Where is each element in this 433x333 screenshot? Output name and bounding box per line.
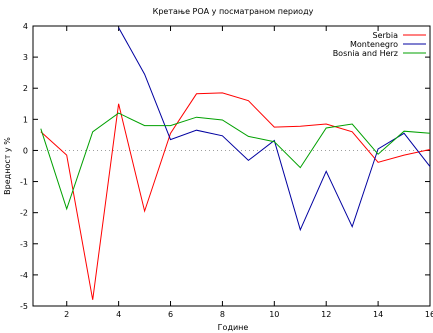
series-line-bosnia-and-herz bbox=[40, 112, 431, 211]
y-tick-label: -5 bbox=[20, 302, 28, 311]
x-tick-label: 8 bbox=[220, 310, 225, 319]
series-group bbox=[40, 27, 431, 300]
y-tick-label: 3 bbox=[23, 53, 28, 62]
legend-label-bosnia-and-herz: Bosnia and Herz bbox=[333, 49, 398, 58]
x-tick-label: 14 bbox=[373, 310, 383, 319]
y-tick-label: -4 bbox=[20, 271, 28, 280]
y-tick-label: 1 bbox=[23, 115, 28, 124]
chart-title: Кретање РОА у посматраном периоду bbox=[153, 7, 314, 16]
x-tick-label: 10 bbox=[269, 310, 279, 319]
y-axis-title: Вредност у % bbox=[3, 137, 12, 195]
y-tick-label: 4 bbox=[23, 22, 28, 31]
y-axis: -5 -4 -3 -2 -1 0 1 2 3 4 bbox=[20, 22, 430, 311]
y-tick-label: 0 bbox=[23, 146, 28, 155]
x-tick-label: 16 bbox=[425, 310, 433, 319]
series-line-montenegro bbox=[118, 27, 431, 232]
legend-label-montenegro: Montenegro bbox=[350, 40, 398, 49]
x-tick-label: 12 bbox=[321, 310, 331, 319]
plot-area bbox=[32, 25, 431, 307]
x-tick-label: 4 bbox=[116, 310, 121, 319]
y-tick-label: -3 bbox=[20, 240, 28, 249]
series-line-serbia bbox=[40, 92, 431, 300]
x-axis: 2 4 6 8 10 12 14 16 bbox=[64, 26, 433, 319]
x-tick-label: 6 bbox=[168, 310, 173, 319]
x-axis-title: Године bbox=[218, 323, 249, 332]
y-tick-label: -2 bbox=[20, 209, 28, 218]
y-tick-label: 2 bbox=[23, 84, 28, 93]
x-tick-label: 2 bbox=[64, 310, 69, 319]
y-tick-label: -1 bbox=[20, 178, 28, 187]
plot-border bbox=[32, 25, 431, 307]
legend-label-serbia: Serbia bbox=[373, 31, 399, 40]
